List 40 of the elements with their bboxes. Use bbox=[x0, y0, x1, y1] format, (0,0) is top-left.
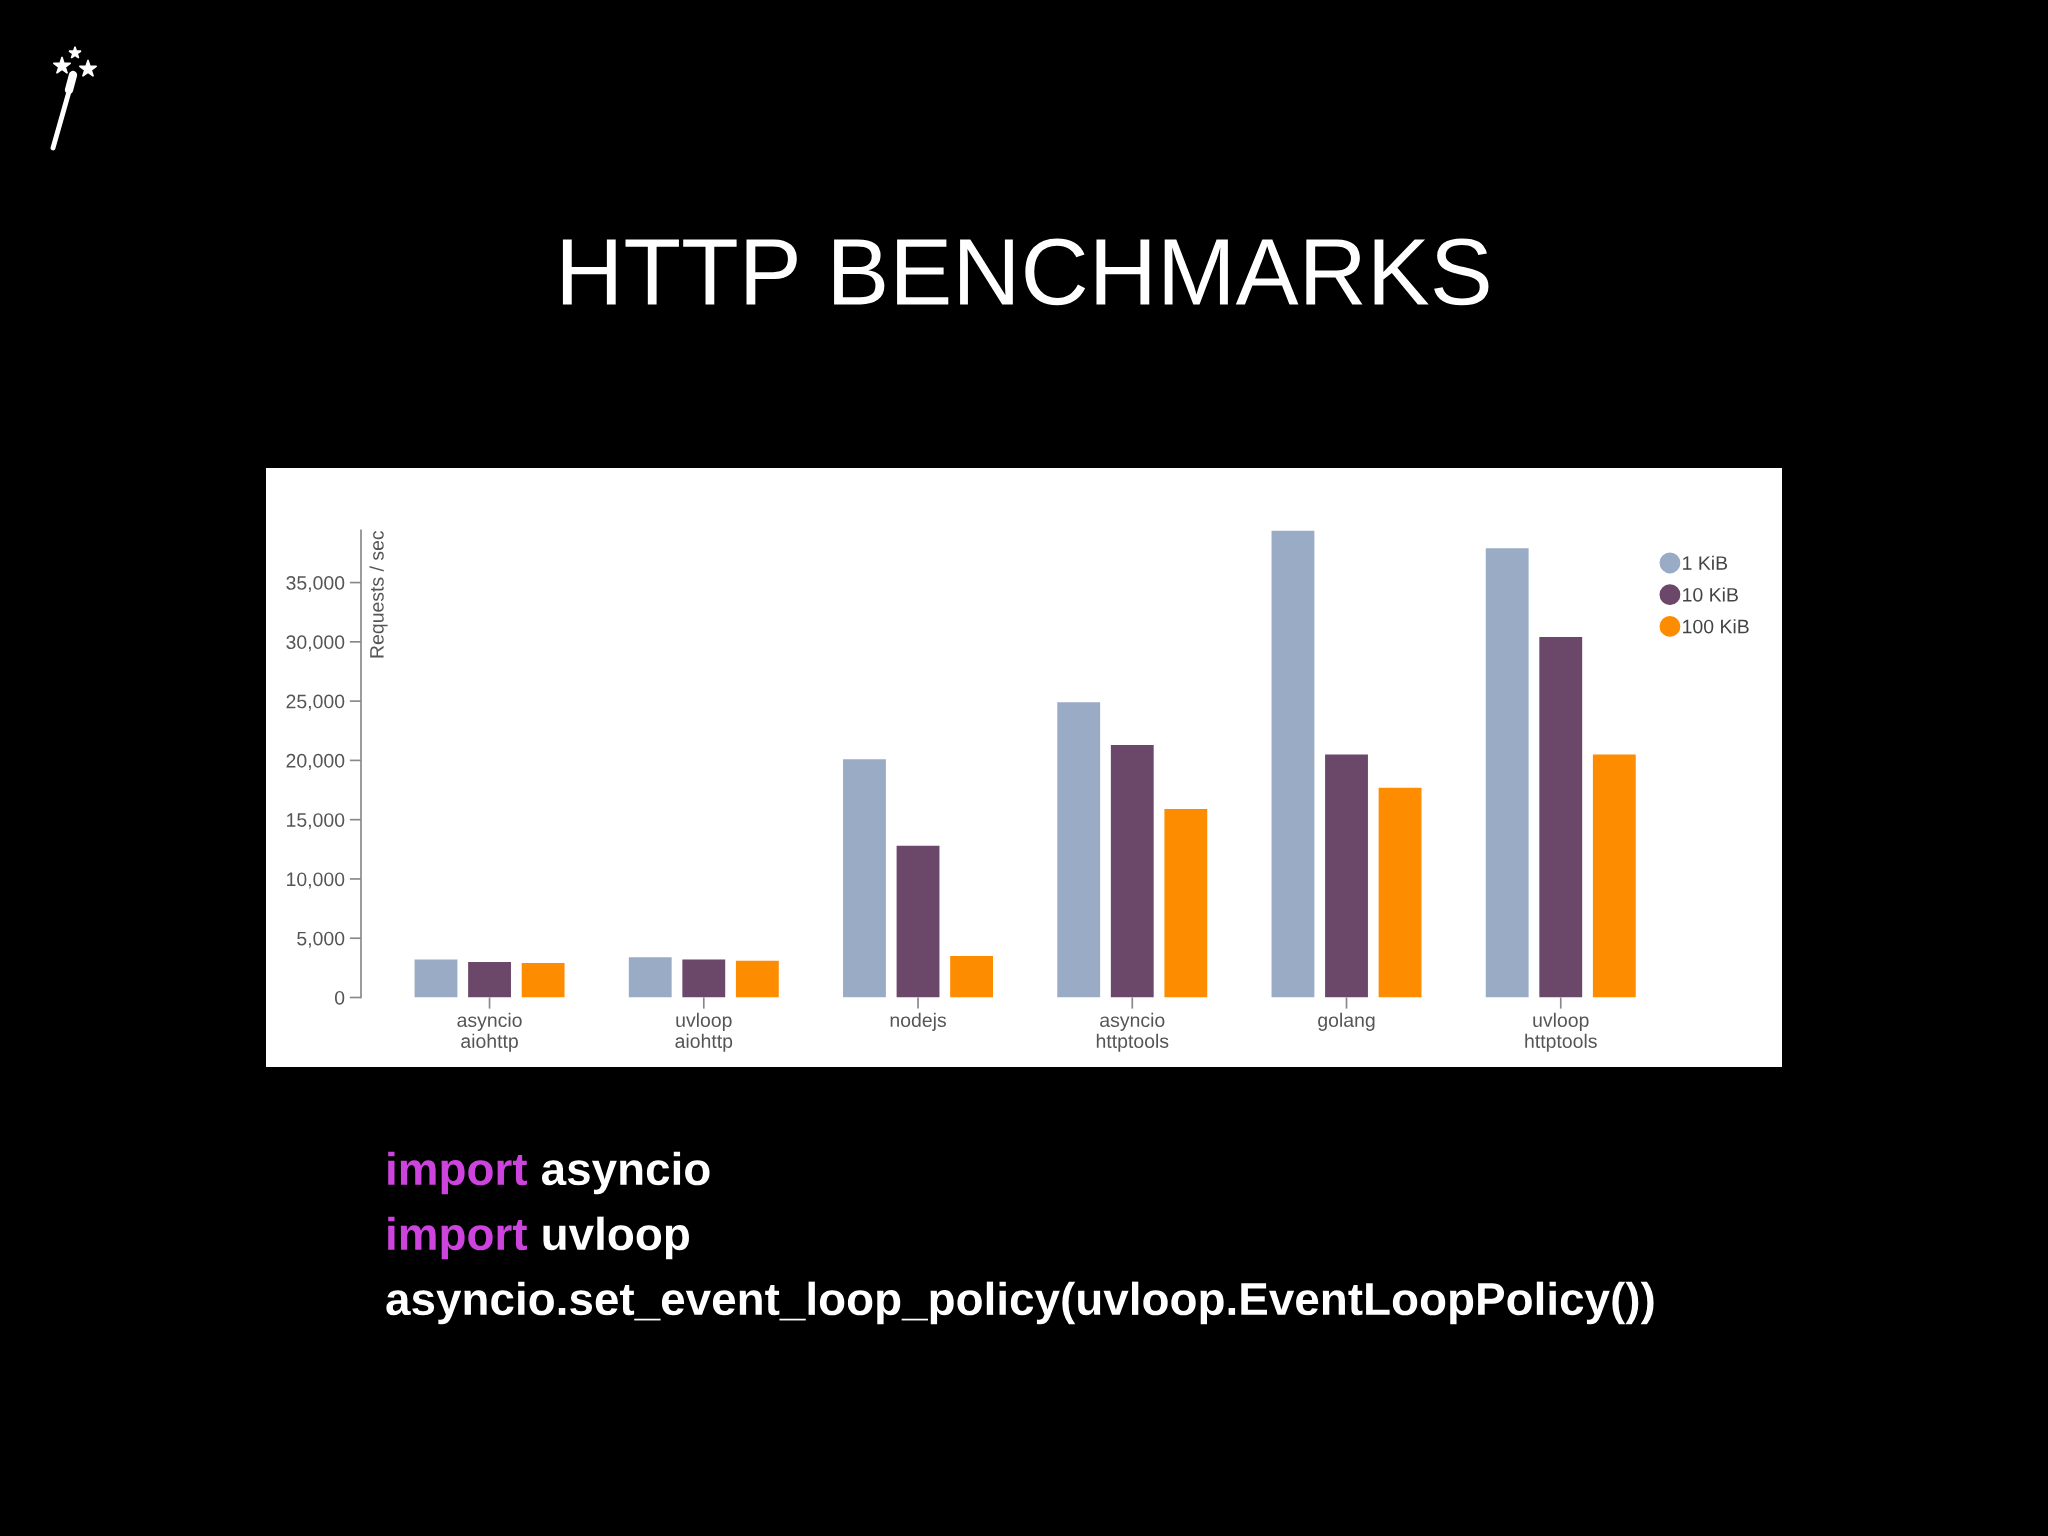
x-tick-label: uvloop httptools bbox=[1525, 1012, 1597, 1052]
bar bbox=[1539, 637, 1583, 998]
bar bbox=[1592, 754, 1636, 998]
y-tick-label: 30,000 bbox=[286, 635, 345, 652]
y-tick-label: 0 bbox=[334, 990, 345, 1005]
bar bbox=[1378, 787, 1422, 998]
bar bbox=[896, 845, 940, 998]
bar bbox=[1271, 530, 1315, 998]
y-axis-title: Requests / sec bbox=[369, 530, 388, 658]
bar bbox=[1325, 754, 1368, 998]
bar bbox=[468, 961, 511, 998]
y-tick-label: 5,000 bbox=[297, 931, 345, 948]
legend-label: 10 KiB bbox=[1683, 587, 1738, 602]
y-tick-label: 15,000 bbox=[287, 813, 345, 830]
text: asyncio.set_event_loop_policy(uvloop.EventLoopPolicy()) bbox=[386, 1281, 1654, 1325]
bar bbox=[843, 759, 886, 998]
y-tick-label: 25,000 bbox=[286, 694, 345, 711]
bar bbox=[735, 960, 779, 998]
bar bbox=[1057, 702, 1101, 998]
x-tick-label: asyncio aiohttp bbox=[457, 1012, 522, 1052]
y-tick-label: 20,000 bbox=[286, 753, 345, 770]
x-tick-label: asyncio httptools bbox=[1096, 1012, 1169, 1052]
text: import uvloop bbox=[388, 1216, 689, 1260]
y-tick-label: 10,000 bbox=[287, 872, 345, 889]
bar bbox=[682, 959, 726, 998]
legend-label: 100 KiB bbox=[1683, 619, 1749, 634]
bar bbox=[414, 959, 458, 998]
x-tick-label: nodejs bbox=[890, 1012, 946, 1031]
bar bbox=[950, 956, 994, 998]
x-tick-label: golang bbox=[1318, 1012, 1375, 1031]
bar bbox=[1164, 809, 1208, 998]
bar bbox=[628, 957, 672, 998]
y-tick-label: 35,000 bbox=[286, 576, 345, 593]
x-tick-label: uvloop aiohttp bbox=[675, 1012, 733, 1052]
bar bbox=[1485, 548, 1529, 998]
legend-label: 1 KiB bbox=[1683, 555, 1728, 570]
bar bbox=[1110, 744, 1154, 998]
bar bbox=[521, 963, 565, 998]
chart-title: HTTP BENCHMARKS bbox=[562, 238, 1489, 306]
text: import asyncio bbox=[388, 1151, 710, 1195]
